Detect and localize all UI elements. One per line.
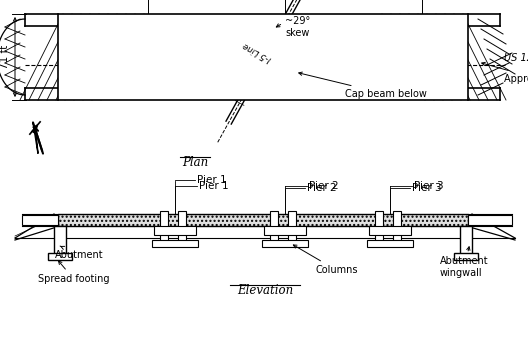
Text: Approach slab: Approach slab — [482, 62, 528, 84]
Bar — [454, 253, 478, 260]
Bar — [160, 211, 168, 241]
Text: Abutment
wingwall: Abutment wingwall — [440, 247, 488, 278]
Text: Cap beam below: Cap beam below — [299, 72, 427, 99]
Bar — [369, 226, 411, 235]
Bar — [58, 214, 468, 226]
Bar — [152, 240, 198, 247]
Bar — [288, 211, 296, 241]
Text: 71 ft: 71 ft — [0, 45, 10, 69]
Bar — [58, 14, 468, 100]
Bar — [22, 215, 58, 225]
Bar — [367, 240, 413, 247]
Text: ~29°
skew: ~29° skew — [285, 16, 310, 38]
Text: Pier 2: Pier 2 — [307, 183, 337, 193]
Bar — [270, 211, 278, 241]
Bar — [154, 226, 196, 235]
Bar — [54, 226, 66, 256]
Text: Plan: Plan — [182, 156, 208, 169]
Bar — [264, 226, 306, 235]
Bar — [178, 211, 186, 241]
Text: Abutment: Abutment — [55, 246, 103, 260]
Text: Pier 1: Pier 1 — [199, 181, 229, 191]
Text: US 12 Line: US 12 Line — [504, 53, 528, 63]
Text: Pier 1: Pier 1 — [197, 175, 227, 185]
Bar — [468, 215, 512, 225]
Text: I-5 Line: I-5 Line — [241, 41, 272, 63]
Text: Columns: Columns — [294, 245, 357, 275]
Text: Elevation: Elevation — [237, 284, 293, 297]
Text: Pier 2: Pier 2 — [309, 181, 338, 191]
Polygon shape — [33, 122, 38, 153]
Text: Pier 3: Pier 3 — [412, 183, 441, 193]
Bar — [460, 226, 472, 256]
Text: Spread footing: Spread footing — [38, 261, 109, 284]
Bar — [393, 211, 401, 241]
Bar — [262, 240, 308, 247]
Bar — [375, 211, 383, 241]
Bar — [48, 253, 72, 260]
Text: Pier 3: Pier 3 — [414, 181, 444, 191]
